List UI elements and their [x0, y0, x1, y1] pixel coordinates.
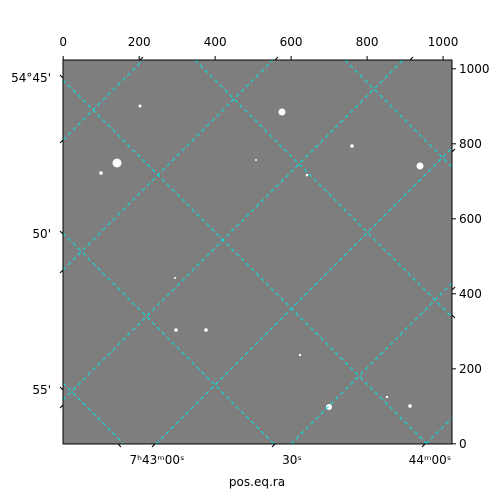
- dec-tick-label: 50': [32, 227, 51, 241]
- x-axis-title: pos.eq.ra: [229, 475, 285, 489]
- x-tick-label: 400: [204, 35, 227, 49]
- coord-grid: [62, 59, 453, 445]
- stars: [99, 104, 424, 410]
- ra-tick-label: 7ʰ43ᵐ00ˢ: [130, 453, 185, 467]
- y-tick-label: 1000: [459, 62, 490, 76]
- y-tick-label: 400: [459, 287, 482, 301]
- dec-tick-label: 54°45': [11, 71, 51, 85]
- image: [63, 60, 452, 444]
- ra-tick-label: 44ᵐ00ˢ: [409, 453, 452, 467]
- y-tick-label: 0: [459, 437, 467, 451]
- x-tick-label: 600: [280, 35, 303, 49]
- frame: [62, 59, 453, 445]
- y-tick-label: 800: [459, 137, 482, 151]
- ra-tick-label: 30ˢ: [282, 453, 302, 467]
- y-tick-label: 600: [459, 212, 482, 226]
- coord-ticks: [59, 56, 456, 448]
- x-tick-label: 200: [128, 35, 151, 49]
- x-tick-label: 800: [356, 35, 379, 49]
- y-tick-label: 200: [459, 362, 482, 376]
- x-tick-label: 1000: [428, 35, 459, 49]
- dec-tick-label: 55': [32, 383, 51, 397]
- x-tick-label: 0: [59, 35, 67, 49]
